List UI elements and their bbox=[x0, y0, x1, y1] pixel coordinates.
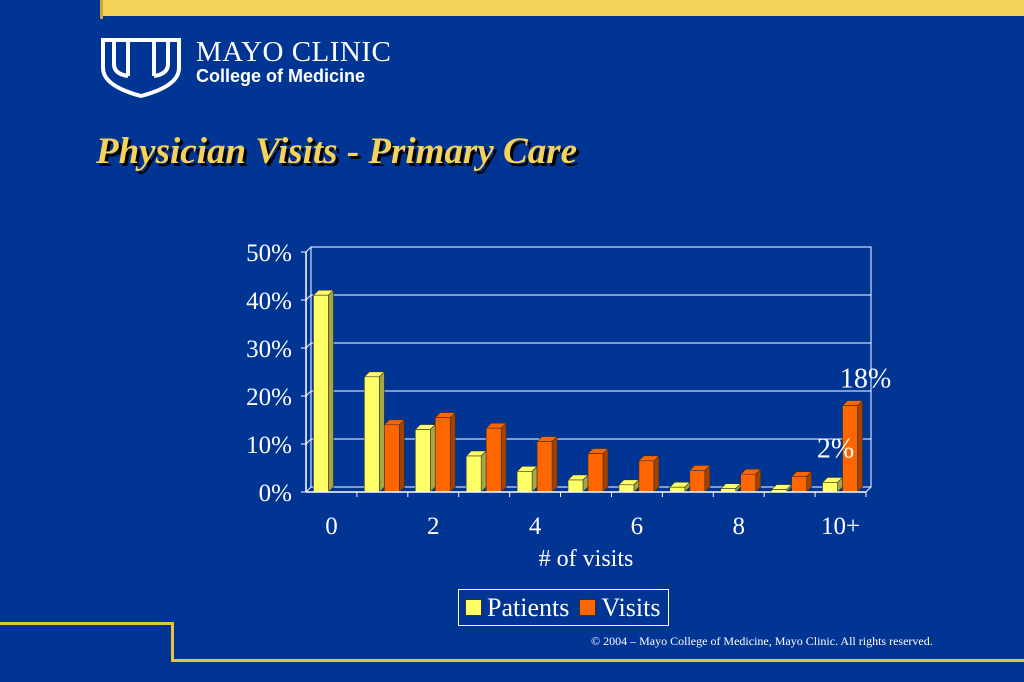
x-tick-label: 0 bbox=[325, 513, 338, 540]
bar-visits-5-front bbox=[587, 453, 604, 493]
bar-patients-5 bbox=[567, 474, 589, 493]
bar-visits-4 bbox=[536, 435, 558, 493]
y-tick-label: 0% bbox=[259, 480, 292, 507]
floor-edge bbox=[865, 486, 872, 493]
bar-visits-8-front bbox=[740, 473, 757, 493]
annotation-patients: 2% bbox=[817, 433, 854, 464]
bar-visits-5-side bbox=[602, 447, 609, 493]
bar-patients-6-front bbox=[618, 484, 635, 493]
bar-visits-3-side bbox=[500, 422, 507, 493]
bar-patients-0-side bbox=[328, 289, 334, 493]
bottom-accent-corner bbox=[171, 622, 174, 662]
y-tick-label: 10% bbox=[246, 432, 292, 459]
legend-label-patients: Patients bbox=[487, 592, 570, 622]
bar-visits-2-side bbox=[449, 411, 456, 493]
legend-swatch-visits bbox=[579, 599, 597, 616]
bar-patients-1 bbox=[363, 371, 386, 493]
bar-visits-6-front bbox=[638, 460, 655, 493]
legend-swatch-patients bbox=[465, 599, 482, 616]
bar-patients-10+ bbox=[821, 476, 844, 493]
bar-visits-10+ bbox=[841, 399, 864, 493]
bar-visits-4-front bbox=[536, 441, 553, 493]
x-tick-label: 2 bbox=[427, 513, 440, 540]
bar-visits-10+-side bbox=[857, 399, 863, 493]
gridline-side bbox=[305, 342, 312, 349]
logo-name: MAYO CLINIC bbox=[196, 36, 392, 68]
bar-visits-1-front bbox=[384, 424, 400, 493]
bar-visits-3 bbox=[485, 422, 507, 493]
top-accent-edge bbox=[100, 0, 103, 19]
y-tick-label: 50% bbox=[246, 240, 292, 267]
bar-visits-7-side bbox=[704, 464, 711, 493]
x-tick-label: 10+ bbox=[821, 513, 860, 540]
slide-title: Physician Visits - Primary Care bbox=[96, 131, 578, 172]
bar-visits-7 bbox=[689, 464, 711, 493]
gridline-side bbox=[305, 438, 312, 445]
bar-visits-2-front bbox=[434, 417, 451, 493]
legend-item-visits: Visits bbox=[579, 593, 660, 623]
bar-visits-2 bbox=[434, 411, 456, 493]
bar-visits-6-side bbox=[653, 455, 660, 493]
x-tick-label: 6 bbox=[631, 513, 644, 540]
bar-visits-1-side bbox=[399, 419, 405, 493]
bar-patients-9 bbox=[770, 483, 793, 493]
bar-patients-7 bbox=[669, 481, 691, 493]
bar-visits-9-front bbox=[791, 476, 807, 493]
x-tick-label: 4 bbox=[529, 513, 542, 540]
gridline-side bbox=[305, 246, 312, 253]
bar-visits-5 bbox=[587, 447, 609, 493]
bar-visits-9 bbox=[790, 470, 813, 493]
logo-subtitle: College of Medicine bbox=[196, 66, 366, 86]
bar-patients-10+-front bbox=[822, 482, 838, 493]
top-accent-bar bbox=[103, 0, 1024, 16]
chart-legend: Patients Visits bbox=[458, 589, 670, 626]
mayo-shield-icon bbox=[101, 38, 181, 98]
gridline-side bbox=[305, 390, 312, 397]
bar-patients-2-front bbox=[414, 429, 431, 493]
mayo-clinic-logo: MAYO CLINIC College of Medicine bbox=[100, 36, 430, 98]
bar-visits-7-front bbox=[689, 470, 706, 493]
gridline-side bbox=[305, 294, 312, 301]
bar-visits-4-side bbox=[551, 435, 558, 493]
legend-label-visits: Visits bbox=[601, 592, 661, 622]
bar-visits-6 bbox=[638, 455, 660, 493]
annotation-visits: 18% bbox=[840, 364, 891, 395]
y-tick-label: 40% bbox=[246, 288, 292, 315]
bar-patients-4 bbox=[516, 465, 538, 493]
x-axis-label: # of visits bbox=[539, 546, 634, 572]
bar-patients-3 bbox=[465, 450, 487, 493]
gridline-side bbox=[305, 486, 312, 493]
bar-patients-1-front bbox=[364, 376, 380, 493]
bottom-accent-line bbox=[0, 622, 174, 625]
bar-patients-8 bbox=[720, 482, 742, 493]
bar-patients-2-side bbox=[429, 423, 436, 493]
bar-patients-3-front bbox=[465, 455, 482, 493]
bar-patients-1-side bbox=[379, 371, 385, 493]
bar-patients-2 bbox=[414, 423, 436, 493]
bar-patients-3-side bbox=[480, 450, 487, 493]
y-tick-label: 20% bbox=[246, 384, 292, 411]
bottom-accent-rule bbox=[171, 659, 1024, 662]
bar-patients-6 bbox=[618, 479, 640, 493]
bar-patients-4-front bbox=[516, 471, 533, 493]
bar-visits-3-front bbox=[485, 427, 502, 493]
bar-patients-4-side bbox=[531, 465, 538, 493]
x-tick-label: 8 bbox=[732, 513, 745, 540]
y-tick-label: 30% bbox=[246, 336, 292, 363]
legend-item-patients: Patients bbox=[465, 593, 569, 623]
copyright-text: © 2004 – Mayo College of Medicine, Mayo … bbox=[591, 634, 933, 648]
bar-visits-1 bbox=[383, 419, 406, 493]
bar-visits-8 bbox=[740, 468, 762, 493]
bar-patients-5-front bbox=[567, 479, 584, 493]
bar-patients-0 bbox=[312, 289, 335, 493]
bar-patients-0-front bbox=[313, 294, 329, 493]
